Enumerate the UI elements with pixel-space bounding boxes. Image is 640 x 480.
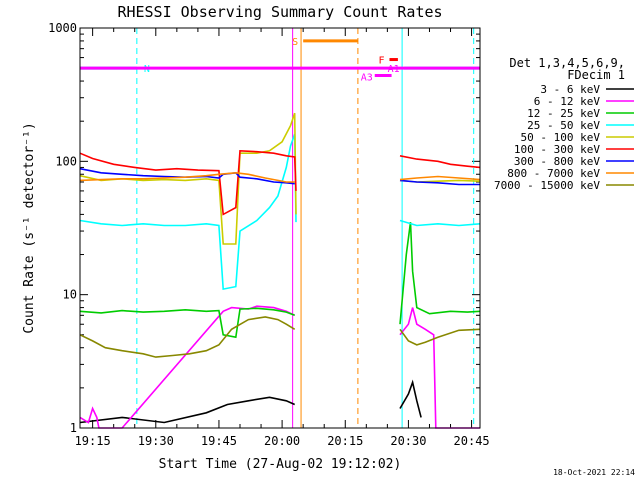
legend-label-9: 7000 - 15000 keV <box>494 179 600 192</box>
chart-title: RHESSI Observing Summary Count Rates <box>117 3 442 21</box>
x-tick-label: 20:45 <box>454 434 490 448</box>
x-tick-label: 19:30 <box>138 434 174 448</box>
legend-label-5: 50 - 100 keV <box>521 131 601 144</box>
legend-label-6: 100 - 300 keV <box>514 143 600 156</box>
legend-label-1: 3 - 6 keV <box>540 83 600 96</box>
y-axis-label: Count Rate (s⁻¹ detector⁻¹) <box>22 122 37 333</box>
legend-label-7: 300 - 800 keV <box>514 155 600 168</box>
legend-header-line-2: FDecim 1 <box>567 68 625 82</box>
legend-label-2: 6 - 12 keV <box>534 95 601 108</box>
y-tick-label: 1 <box>70 421 77 435</box>
legend-label-3: 12 - 25 keV <box>527 107 600 120</box>
plot-area: 1 10 100 1000 19:15 19:30 19:45 20:00 20:15 20:30… <box>48 21 490 448</box>
legend-label-8: 800 - 7000 keV <box>507 167 600 180</box>
series-line-6 <box>79 149 481 216</box>
series-line-7 <box>79 167 480 186</box>
y-tick-label: 10 <box>63 288 77 302</box>
series-line-3 <box>79 221 481 339</box>
x-axis-label: Start Time (27-Aug-02 19:12:02) <box>159 457 402 472</box>
series-line-4 <box>79 133 481 291</box>
y-tick-label: 1000 <box>48 21 77 35</box>
x-tick-label: 20:15 <box>327 434 363 448</box>
x-tick-label: 19:15 <box>75 434 111 448</box>
x-tick-label: 19:45 <box>201 434 237 448</box>
annotation-label-a3: A3 <box>361 73 373 84</box>
annotation-label-f: F <box>378 56 384 67</box>
series-line-9 <box>79 316 481 358</box>
series-line-1 <box>79 379 422 424</box>
x-tick-label: 20:00 <box>264 434 300 448</box>
x-tick-label: 20:30 <box>390 434 426 448</box>
series-line-2 <box>79 305 480 429</box>
y-tick-label: 100 <box>55 154 77 168</box>
legend-label-4: 25 - 50 keV <box>527 119 600 132</box>
annotation-label-s: S <box>292 37 298 48</box>
series-line-8 <box>79 171 481 183</box>
annotation-label-a1: A1 <box>388 64 400 75</box>
plot-frame <box>79 27 481 429</box>
generation-timestamp: 18-Oct-2021 22:14 <box>553 468 635 477</box>
legend-header-line-1: Det 1,3,4,5,6,9, <box>509 56 625 70</box>
